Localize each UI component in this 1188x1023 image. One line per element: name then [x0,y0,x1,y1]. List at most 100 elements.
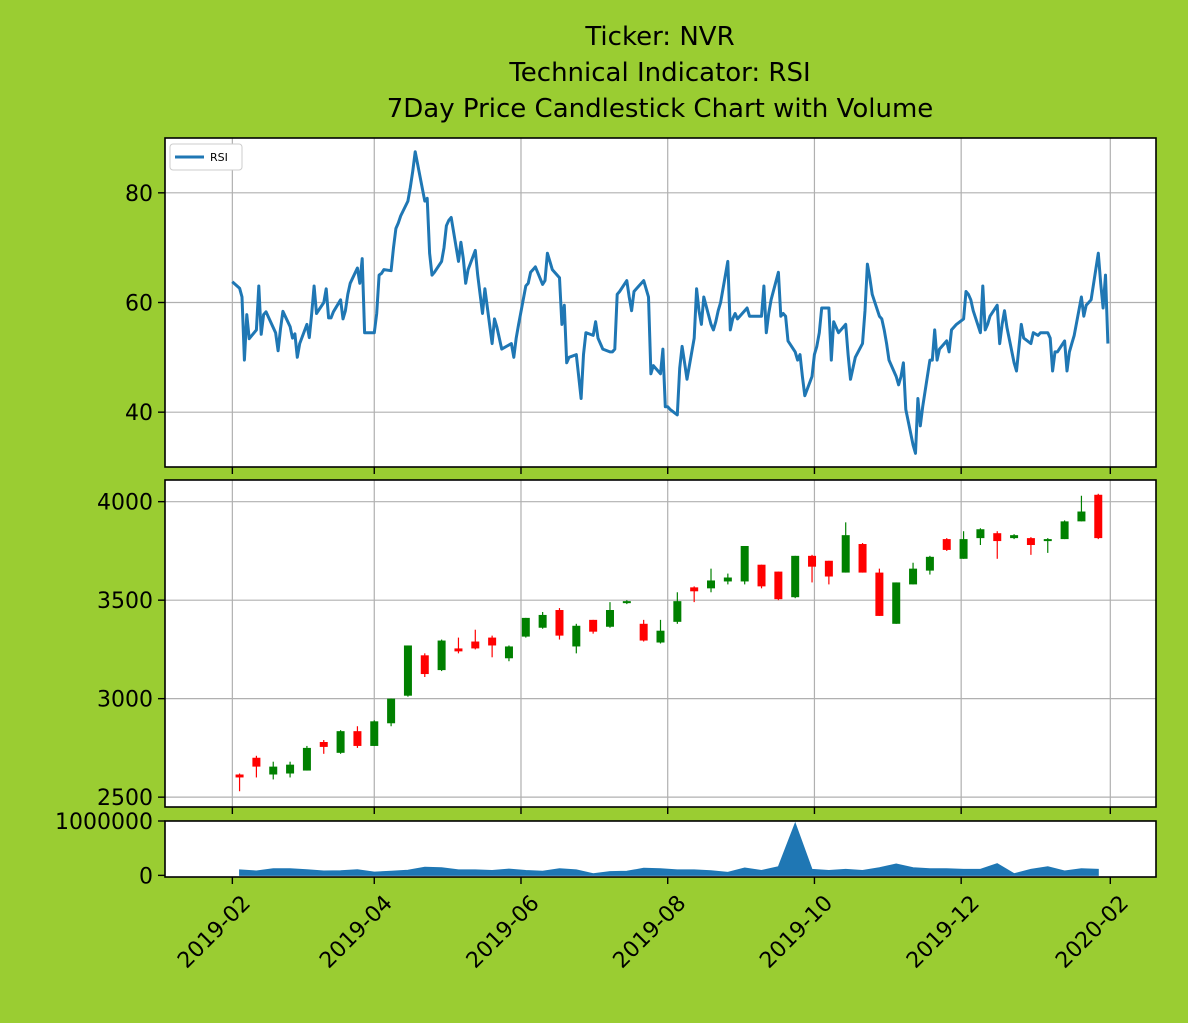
candle-body [403,645,412,696]
candlestick-series [235,493,1103,792]
candle-body [319,741,328,747]
price-ytick-label-1: 3000 [97,688,153,713]
rsi-series-line [231,150,1110,455]
candle-body [370,721,379,746]
candle-2019-10-07 [824,560,833,585]
price-y-axis: 2500 3000 3500 4000 [97,491,165,811]
candle-2019-08-12 [690,586,699,603]
candle-body [437,640,446,671]
candle-body [269,766,278,775]
candle-body [387,698,396,724]
rsi-gridlines [165,138,1156,467]
candle-2019-09-02 [740,545,749,585]
candle-body [993,533,1002,542]
candle-body [605,610,614,627]
candle-body [723,577,732,582]
candle-body [690,587,699,592]
candle-body [1026,538,1035,546]
price-panel: 2500 3000 3500 4000 [97,479,1157,814]
candle-2019-05-27 [504,645,513,662]
candle-2019-07-22 [639,619,648,642]
legend-box [169,143,243,171]
candle-2019-09-23 [791,555,800,599]
candle-2020-01-06 [1043,538,1052,553]
candle-body [892,582,901,624]
candle-2019-12-02 [959,531,968,559]
candle-2019-04-01 [370,720,379,746]
title-line-chart-description: 7Day Price Candlestick Chart with Volume [387,94,934,124]
candle-body [673,601,682,622]
candle-body [909,568,918,585]
candle-2019-07-15 [622,600,631,605]
candle-2019-11-18 [925,555,934,575]
candle-2019-02-11 [252,755,261,778]
candle-2019-06-03 [521,617,530,638]
candle-body [521,617,530,637]
candle-2020-01-27 [1094,493,1103,540]
volume-panel: 0 1000000 [55,810,1157,889]
candle-2019-08-26 [723,573,732,585]
candle-body [841,535,850,573]
rsi-panel: 40 60 80 RSI [125,137,1157,474]
candle-body [572,625,581,647]
candle-body [302,747,311,771]
volume-area-fill [239,821,1099,876]
candle-body [858,544,867,573]
candle-2019-04-08 [387,698,396,727]
candle-body [1077,511,1086,522]
title-line-indicator: Technical Indicator: RSI [508,58,810,88]
rsi-legend: RSI [169,143,243,171]
candle-2019-09-16 [774,571,783,601]
candle-2019-10-21 [858,543,867,573]
candle-body [824,560,833,577]
candle-2020-01-20 [1077,495,1086,522]
title-line-ticker: Ticker: NVR [584,22,734,52]
candle-body [286,764,295,774]
candle-2020-01-13 [1060,520,1069,540]
rsi-ytick-label-2: 80 [125,182,153,207]
rsi-x-tick-marks [231,467,1111,474]
candle-2019-06-10 [538,611,547,629]
rsi-ytick-label-0: 40 [125,401,153,426]
legend-entry-rsi: RSI [210,151,228,164]
rsi-ytick-label-1: 60 [125,292,153,317]
candle-2019-07-01 [589,619,598,634]
candle-2019-03-25 [353,726,362,748]
volume-panel-frame [164,820,1157,878]
candle-body [1010,535,1019,539]
candle-2019-12-23 [1010,534,1019,540]
candle-body [791,555,800,598]
candle-2019-08-19 [707,568,716,593]
candle-body [622,601,631,604]
price-panel-frame [164,479,1157,808]
candle-2019-03-11 [319,740,328,754]
candle-body [555,610,564,636]
candle-2019-02-25 [286,761,295,778]
candle-body [235,774,244,778]
candle-body [959,539,968,559]
candle-2019-05-13 [471,629,480,650]
price-ytick-label-2: 3500 [97,589,153,614]
rsi-panel-frame [164,137,1157,468]
candle-2019-11-04 [892,582,901,624]
candle-body [1060,521,1069,540]
candle-body [336,731,345,753]
price-gridlines [165,480,1156,807]
candle-body [740,545,749,582]
price-ytick-label-0: 2500 [97,786,153,811]
candle-2019-06-24 [572,623,581,654]
candle-body [471,641,480,649]
volume-y-axis: 0 1000000 [55,810,165,889]
candle-body [353,731,362,746]
candle-body [925,556,934,571]
candle-body [656,630,665,643]
candle-2019-02-18 [269,761,278,780]
candle-2019-04-22 [420,653,429,677]
candle-2019-02-04 [235,773,244,792]
candle-body [538,614,547,628]
candle-body [774,571,783,600]
candle-2019-11-25 [942,538,951,551]
candle-2019-06-17 [555,608,564,640]
